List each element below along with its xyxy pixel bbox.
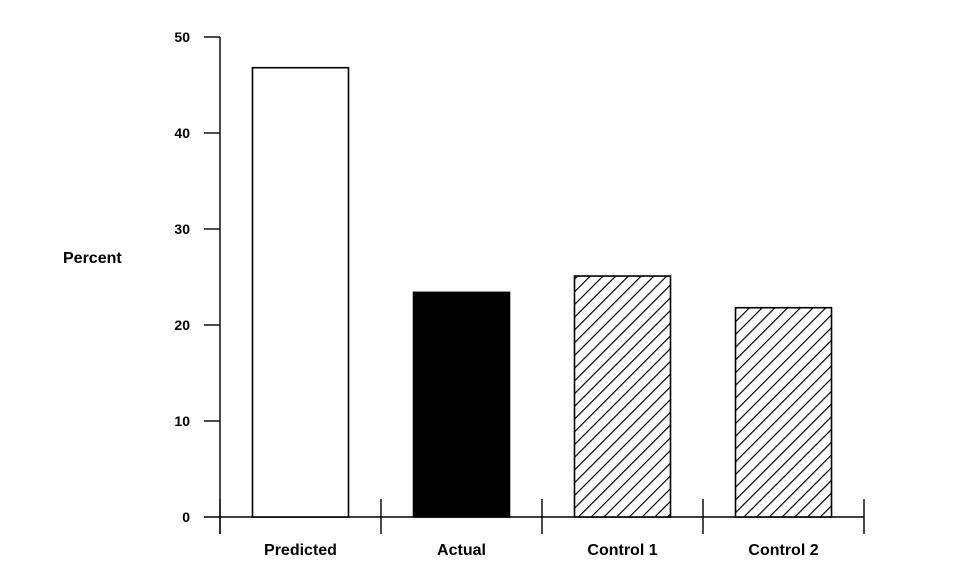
y-tick-label: 20 — [174, 317, 190, 333]
bar-actual — [412, 291, 511, 518]
y-axis-title: Percent — [63, 250, 122, 267]
bar-predicted — [251, 66, 350, 518]
bar-control-1 — [573, 275, 672, 518]
x-axis-separators — [219, 499, 865, 534]
y-tick-label: 40 — [174, 125, 190, 141]
x-tick-label: Predicted — [264, 542, 337, 559]
y-tick-label: 50 — [174, 29, 190, 45]
y-tick-label: 30 — [174, 221, 190, 237]
y-ticks: 0 10 20 30 40 50 — [174, 29, 220, 525]
x-tick-label: Control 2 — [748, 542, 818, 559]
bars — [251, 66, 833, 518]
x-tick-label: Control 1 — [587, 542, 657, 559]
bar-control-2 — [734, 306, 833, 518]
x-tick-labels: Predicted Actual Control 1 Control 2 — [264, 542, 819, 559]
x-tick-label: Actual — [437, 542, 486, 559]
y-tick-label: 10 — [174, 413, 190, 429]
y-tick-label: 0 — [182, 509, 190, 525]
